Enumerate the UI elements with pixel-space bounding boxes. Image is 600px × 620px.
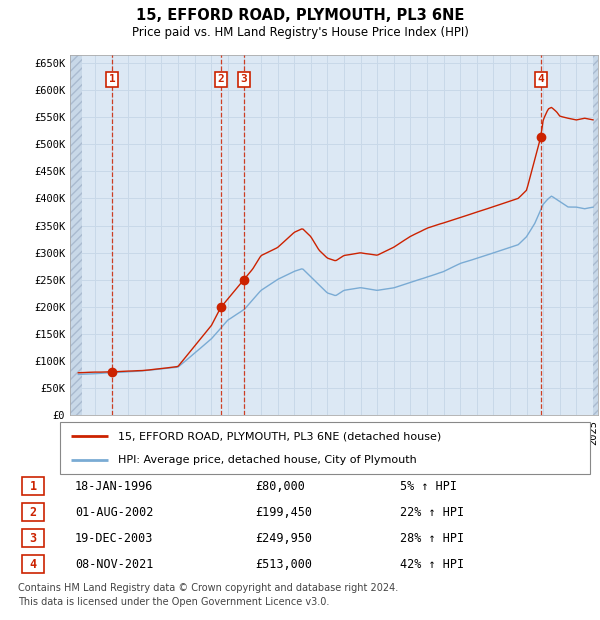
Text: £80,000: £80,000: [255, 479, 305, 492]
Text: 15, EFFORD ROAD, PLYMOUTH, PL3 6NE: 15, EFFORD ROAD, PLYMOUTH, PL3 6NE: [136, 8, 464, 23]
Text: This data is licensed under the Open Government Licence v3.0.: This data is licensed under the Open Gov…: [18, 597, 329, 607]
Text: 28% ↑ HPI: 28% ↑ HPI: [400, 531, 464, 544]
Text: 01-AUG-2002: 01-AUG-2002: [75, 505, 154, 518]
Text: £199,450: £199,450: [255, 505, 312, 518]
Bar: [593, 30, 600, 420]
Text: £513,000: £513,000: [255, 557, 312, 570]
Text: 08-NOV-2021: 08-NOV-2021: [75, 557, 154, 570]
Text: 42% ↑ HPI: 42% ↑ HPI: [400, 557, 464, 570]
Text: 1: 1: [29, 479, 37, 492]
Text: 2: 2: [29, 505, 37, 518]
Text: 1: 1: [109, 74, 116, 84]
Text: 15, EFFORD ROAD, PLYMOUTH, PL3 6NE (detached house): 15, EFFORD ROAD, PLYMOUTH, PL3 6NE (deta…: [118, 431, 442, 441]
Text: 19-DEC-2003: 19-DEC-2003: [75, 531, 154, 544]
Text: 22% ↑ HPI: 22% ↑ HPI: [400, 505, 464, 518]
Text: 3: 3: [241, 74, 247, 84]
Text: 5% ↑ HPI: 5% ↑ HPI: [400, 479, 457, 492]
Text: 4: 4: [29, 557, 37, 570]
FancyBboxPatch shape: [60, 422, 590, 474]
Text: HPI: Average price, detached house, City of Plymouth: HPI: Average price, detached house, City…: [118, 455, 417, 465]
Text: Contains HM Land Registry data © Crown copyright and database right 2024.: Contains HM Land Registry data © Crown c…: [18, 583, 398, 593]
Text: 4: 4: [538, 74, 544, 84]
Text: £249,950: £249,950: [255, 531, 312, 544]
Text: 18-JAN-1996: 18-JAN-1996: [75, 479, 154, 492]
Bar: [70, 30, 82, 420]
Text: Price paid vs. HM Land Registry's House Price Index (HPI): Price paid vs. HM Land Registry's House …: [131, 26, 469, 39]
Text: 3: 3: [29, 531, 37, 544]
Text: 2: 2: [217, 74, 224, 84]
